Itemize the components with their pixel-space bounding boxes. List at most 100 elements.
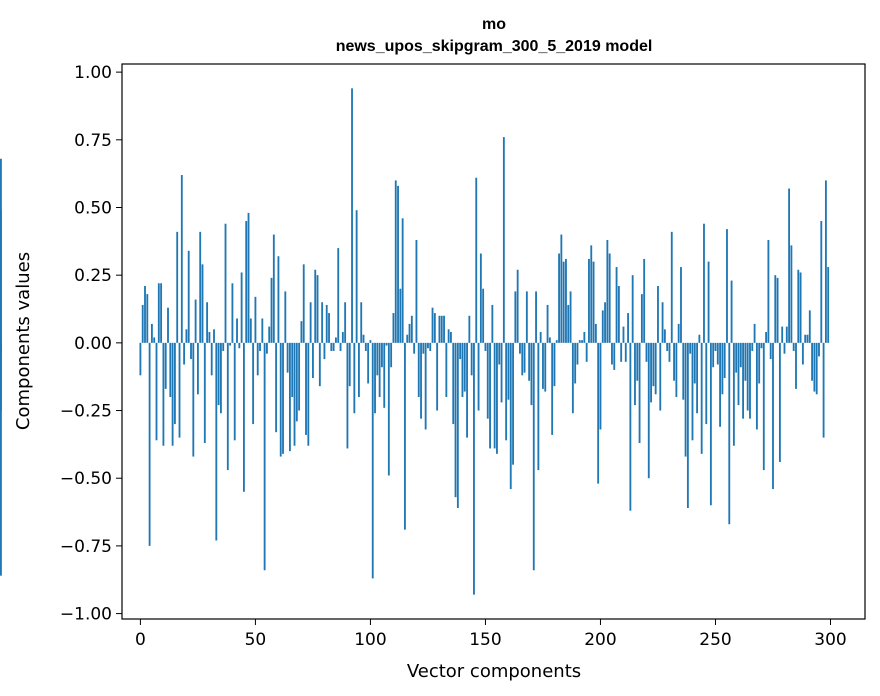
bar xyxy=(792,342,795,351)
bar xyxy=(749,342,751,419)
bar xyxy=(259,342,261,351)
y-tick-label: −0.50 xyxy=(60,469,112,489)
bar xyxy=(604,302,606,343)
bar xyxy=(344,302,347,343)
bar xyxy=(279,342,282,457)
bar xyxy=(498,342,501,365)
bar xyxy=(461,342,464,397)
bar xyxy=(178,342,181,438)
y-axis-label: Components values xyxy=(13,252,34,430)
bar xyxy=(645,342,648,362)
bar xyxy=(236,318,238,343)
bar xyxy=(523,342,526,373)
bar xyxy=(254,296,257,343)
bar xyxy=(751,342,754,351)
bar xyxy=(445,342,448,397)
bar xyxy=(590,245,593,343)
bar xyxy=(376,342,379,376)
bar xyxy=(631,275,634,343)
bar xyxy=(252,342,255,425)
bar xyxy=(139,342,142,376)
bar xyxy=(650,342,652,403)
bar xyxy=(512,342,514,465)
bar xyxy=(712,342,715,368)
bar xyxy=(463,342,466,392)
bar xyxy=(535,291,537,343)
bar xyxy=(196,342,199,395)
bar xyxy=(247,212,250,343)
bar xyxy=(744,342,747,381)
bar xyxy=(652,342,655,387)
bar xyxy=(560,234,563,343)
bar xyxy=(358,342,360,397)
bar xyxy=(723,342,726,379)
bar xyxy=(339,342,342,351)
bar xyxy=(709,342,712,506)
bar xyxy=(670,231,673,343)
bar xyxy=(360,302,363,343)
bar xyxy=(231,283,234,343)
y-tick-label: −0.75 xyxy=(60,537,112,557)
x-tick-label: 50 xyxy=(245,630,267,650)
bar xyxy=(525,291,528,343)
chart-subtitle: news_upos_skipgram_300_5_2019 model xyxy=(336,38,653,55)
bar xyxy=(721,342,724,395)
bar xyxy=(268,326,271,343)
bar xyxy=(785,326,788,343)
bar xyxy=(634,342,636,406)
bar xyxy=(505,342,508,441)
bar xyxy=(714,342,717,351)
bar xyxy=(194,299,197,343)
bar xyxy=(341,332,344,343)
bar xyxy=(312,342,314,379)
bar xyxy=(190,342,192,360)
bar xyxy=(452,342,455,425)
x-tick-label: 200 xyxy=(584,630,616,650)
x-tick-label: 150 xyxy=(469,630,501,650)
bar xyxy=(293,342,296,446)
bar xyxy=(427,342,429,349)
bar xyxy=(822,342,825,438)
bar xyxy=(266,342,268,354)
bar xyxy=(238,342,241,349)
bar xyxy=(392,313,395,343)
bar xyxy=(144,286,146,343)
bar xyxy=(707,261,710,343)
bar xyxy=(192,342,195,457)
bar xyxy=(318,342,321,387)
bar xyxy=(820,221,823,343)
bar xyxy=(611,342,613,365)
bar xyxy=(496,342,498,454)
bar xyxy=(249,318,252,343)
bar xyxy=(160,283,163,343)
y-tick-label: 0.50 xyxy=(74,198,112,218)
bar xyxy=(516,269,519,343)
bar xyxy=(548,337,551,343)
bar xyxy=(482,288,485,343)
bar xyxy=(440,315,443,343)
bar xyxy=(0,342,2,576)
bar xyxy=(477,342,480,411)
bar xyxy=(450,332,452,343)
bar xyxy=(578,340,581,343)
bar xyxy=(415,239,418,343)
bar xyxy=(654,342,657,395)
bar xyxy=(790,245,793,343)
bar xyxy=(429,342,432,351)
y-tick-label: 0.75 xyxy=(74,131,112,151)
bar xyxy=(765,332,768,343)
bar xyxy=(256,342,259,376)
bar xyxy=(739,342,742,368)
chart-title: mo xyxy=(482,16,506,33)
bar xyxy=(675,342,678,397)
bar xyxy=(422,342,425,354)
bar xyxy=(224,223,227,343)
x-tick-label: 100 xyxy=(354,630,386,650)
bar xyxy=(716,342,719,365)
bar xyxy=(173,342,176,425)
bar xyxy=(282,342,284,454)
bar xyxy=(502,137,505,343)
bar xyxy=(410,315,413,343)
bar xyxy=(594,323,597,343)
